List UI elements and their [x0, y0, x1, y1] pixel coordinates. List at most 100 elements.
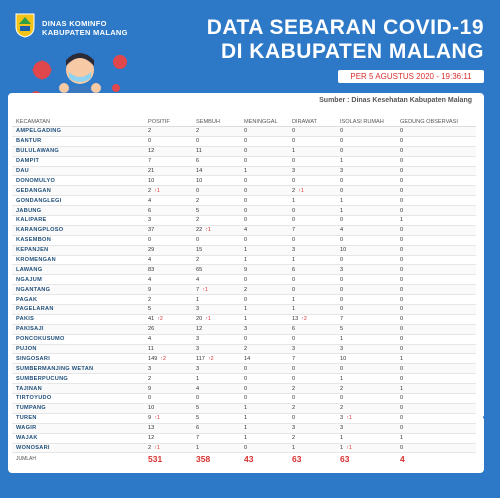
meninggal-cell: 0: [240, 294, 288, 306]
sembuh-cell: 117 ↑2: [192, 353, 240, 365]
isolasi-cell: 1: [336, 433, 396, 444]
sembuh-cell-value: 7: [196, 286, 200, 293]
isolasi-cell: 1: [336, 373, 396, 385]
positif-cell: 83: [144, 264, 192, 276]
kecamatan-cell: BULULAWANG: [12, 146, 144, 157]
isolasi-cell-value: 0: [340, 296, 344, 303]
isolasi-cell-value: 4: [340, 227, 344, 234]
sembuh-cell-value: 65: [196, 266, 203, 273]
isolasi-cell: 5: [336, 324, 396, 335]
kecamatan-cell-value: WAGIR: [16, 425, 37, 432]
total-row: JUMLAH 531 358 43 63 63 4: [12, 453, 476, 466]
gedung-cell: 1: [396, 353, 476, 365]
kecamatan-cell: PONCOKUSUMO: [12, 334, 144, 345]
page-title-line-1: DATA SEBARAN COVID-19: [206, 16, 484, 39]
meninggal-cell-value: 0: [244, 375, 248, 382]
positif-cell-value: 2: [148, 375, 152, 382]
update-date-badge: PER 5 AGUSTUS 2020 - 19:36:11: [338, 70, 484, 83]
dirawat-cell: 3: [288, 423, 336, 434]
increase-arrow-icon: ↑1: [298, 187, 304, 194]
gedung-cell: 0: [396, 324, 476, 335]
dirawat-cell-value: 1: [292, 197, 296, 204]
kecamatan-cell-value: LAWANG: [16, 266, 43, 273]
sembuh-cell: 10: [192, 175, 240, 187]
gedung-cell-value: 0: [400, 266, 404, 273]
dirawat-cell: 7: [288, 225, 336, 236]
dirawat-cell: 6: [288, 264, 336, 276]
sembuh-cell-value: 117: [196, 355, 205, 362]
kecamatan-cell-value: GEDANGAN: [16, 187, 52, 194]
meninggal-cell-value: 1: [244, 257, 248, 264]
page-title-line-2: DI KABUPATEN MALANG: [220, 40, 484, 63]
gedung-cell: 0: [396, 185, 476, 197]
meninggal-cell: 0: [240, 334, 288, 345]
positif-cell: 4: [144, 255, 192, 266]
dirawat-cell-value: 2: [292, 435, 296, 442]
isolasi-cell: 10: [336, 353, 396, 365]
sembuh-cell-value: 22: [196, 227, 203, 234]
sembuh-cell: 2: [192, 195, 240, 207]
kecamatan-cell: DAU: [12, 166, 144, 177]
isolasi-cell: 0: [336, 294, 396, 306]
sembuh-cell: 7: [192, 433, 240, 444]
increase-arrow-icon: ↑1: [205, 227, 211, 234]
total-label: JUMLAH: [16, 456, 37, 463]
sembuh-cell-value: 2: [196, 217, 200, 224]
positif-cell-value: 21: [148, 168, 155, 174]
kecamatan-cell: PAGELARAN: [12, 304, 144, 315]
dirawat-cell: 0: [288, 334, 336, 345]
meninggal-cell: 1: [240, 413, 288, 424]
table-row: PAGAK 2 1 0 1 0 0: [12, 294, 476, 306]
kecamatan-cell: DAMPIT: [12, 156, 144, 167]
table-row: KASEMBON 0 0 0 0 0 0: [12, 235, 476, 246]
isolasi-cell: 1: [336, 334, 396, 345]
isolasi-cell-value: 2: [340, 405, 344, 412]
gedung-cell: 0: [396, 344, 476, 355]
isolasi-cell-value: 1: [340, 444, 344, 451]
sembuh-cell: 3: [192, 344, 240, 355]
kecamatan-cell: TUREN: [12, 413, 144, 424]
positif-cell: 41 ↑2: [144, 314, 192, 325]
increase-arrow-icon: ↑1: [154, 444, 160, 451]
dirawat-cell: 3: [288, 344, 336, 355]
dirawat-cell: 0: [288, 175, 336, 187]
kecamatan-cell-value: PAGELARAN: [16, 306, 54, 313]
increase-arrow-icon: ↑1: [154, 187, 160, 194]
sembuh-cell: 20 ↑1: [192, 314, 240, 325]
gedung-cell-value: 0: [400, 296, 404, 303]
sembuh-cell-value: 5: [196, 207, 200, 214]
positif-cell-value: 149: [148, 355, 158, 362]
kecamatan-cell: NGAJUM: [12, 274, 144, 286]
table-row: SUMBERPUCUNG 2 1 0 0 1 0: [12, 373, 476, 385]
isolasi-cell-value: 3: [340, 346, 344, 353]
meninggal-cell: 0: [240, 185, 288, 197]
positif-cell-value: 4: [148, 197, 152, 204]
isolasi-cell-value: 5: [340, 326, 344, 333]
sembuh-cell: 1: [192, 294, 240, 306]
dirawat-cell-value: 0: [292, 177, 296, 184]
kecamatan-cell: GONDANGLEGI: [12, 195, 144, 207]
covid-data-table: KECAMATAN POSITIF SEMBUH MENINGGAL DIRAW…: [12, 117, 476, 465]
data-card: Sumber : Dinas Kesehatan Kabupaten Malan…: [8, 93, 486, 473]
positif-cell: 11: [144, 344, 192, 355]
positif-cell-value: 10: [148, 177, 155, 184]
sembuh-cell: 4: [192, 274, 240, 286]
sembuh-cell-value: 20: [196, 316, 203, 323]
gedung-cell: 0: [396, 413, 476, 424]
increase-arrow-icon: ↑2: [160, 355, 167, 362]
kecamatan-cell-value: KALIPARE: [16, 217, 47, 224]
meninggal-cell: 1: [240, 304, 288, 315]
sembuh-cell-value: 14: [196, 168, 203, 174]
kecamatan-cell: TIRTOYUDO: [12, 393, 144, 404]
sembuh-cell-value: 3: [196, 336, 200, 343]
isolasi-cell-value: 7: [340, 316, 344, 323]
positif-cell-value: 10: [148, 405, 155, 412]
sembuh-cell-value: 0: [196, 237, 200, 244]
gedung-cell-value: 0: [400, 197, 404, 204]
gedung-cell: 0: [396, 314, 476, 325]
table-row: WAJAK 12 7 1 2 1 1: [12, 433, 476, 444]
gedung-cell-value: 0: [400, 237, 404, 244]
positif-cell: 7: [144, 156, 192, 167]
positif-cell-value: 5: [148, 306, 152, 313]
dirawat-cell: 0: [288, 235, 336, 246]
